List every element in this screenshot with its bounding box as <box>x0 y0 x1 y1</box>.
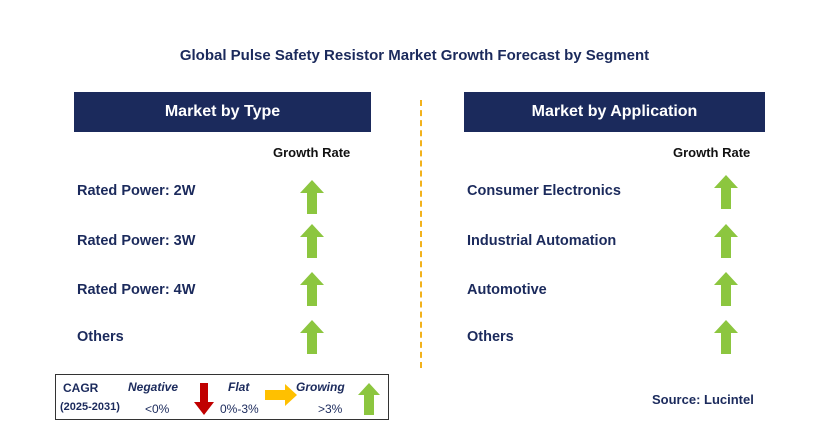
legend-cagr-label: CAGR <box>63 381 99 395</box>
panel-divider <box>420 100 422 368</box>
negative-arrow-icon <box>194 383 214 415</box>
growing-arrow-icon <box>714 320 738 354</box>
application-row-label: Automotive <box>467 282 547 298</box>
type-row-label: Rated Power: 4W <box>77 282 196 298</box>
growing-arrow-icon <box>300 272 324 306</box>
legend-negative-label: Negative <box>128 380 179 394</box>
left-growth-rate-label: Growth Rate <box>273 145 351 160</box>
legend-flat-range: 0%-3% <box>220 402 259 416</box>
market-by-type-header: Market by Type <box>74 92 371 132</box>
growing-arrow-icon <box>300 180 324 214</box>
application-row-label: Consumer Electronics <box>467 183 621 199</box>
type-row-label: Rated Power: 3W <box>77 233 196 249</box>
type-row-label: Others <box>77 329 124 345</box>
growing-arrow-icon <box>358 383 380 415</box>
type-row-label: Rated Power: 2W <box>77 183 196 199</box>
growing-arrow-icon <box>300 320 324 354</box>
growing-arrow-icon <box>714 272 738 306</box>
growing-arrow-icon <box>714 175 738 209</box>
legend-period: (2025-2031) <box>60 401 120 413</box>
cagr-legend: CAGR (2025-2031) Negative <0% Flat 0%-3%… <box>55 374 389 420</box>
growing-arrow-icon <box>714 224 738 258</box>
application-row-label: Others <box>467 329 514 345</box>
market-by-application-header: Market by Application <box>464 92 765 132</box>
right-growth-rate-label: Growth Rate <box>673 145 751 160</box>
legend-growing-range: >3% <box>318 402 343 416</box>
growing-arrow-icon <box>300 224 324 258</box>
legend-negative-range: <0% <box>145 402 170 416</box>
legend-flat-label: Flat <box>228 380 250 394</box>
legend-growing-label: Growing <box>296 380 345 394</box>
flat-arrow-icon <box>265 384 297 406</box>
chart-title: Global Pulse Safety Resistor Market Grow… <box>179 47 650 64</box>
application-row-label: Industrial Automation <box>467 233 617 249</box>
source-label: Source: Lucintel <box>652 392 754 407</box>
